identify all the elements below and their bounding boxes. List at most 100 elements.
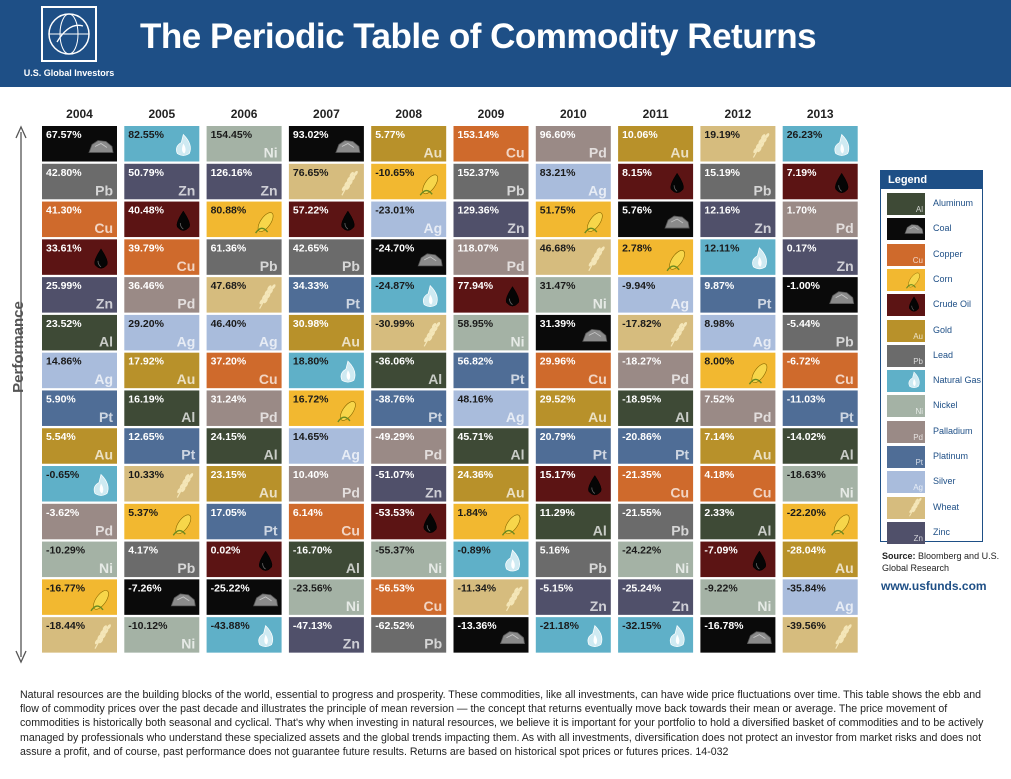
element-symbol: Pt xyxy=(593,447,607,463)
commodity-cell: 16.72% xyxy=(288,390,364,426)
corn-icon xyxy=(90,590,109,612)
commodity-cell: -62.52% Pb xyxy=(371,617,447,653)
commodity-cell-bg xyxy=(700,503,776,540)
commodity-cell-bg xyxy=(124,617,200,653)
source-label: Source: xyxy=(882,551,916,561)
return-value: -35.84% xyxy=(787,582,827,594)
commodity-cell: 29.96% Cu xyxy=(535,352,611,389)
return-value: 31.39% xyxy=(540,318,576,330)
corn-icon xyxy=(748,363,768,385)
return-value: -38.76% xyxy=(375,393,415,405)
commodity-cell: -56.53% Cu xyxy=(371,579,447,615)
commodity-cell: 51.75% xyxy=(535,201,611,238)
element-symbol: Ni xyxy=(428,560,442,576)
element-symbol: Pt xyxy=(181,447,195,463)
return-value: -22.20% xyxy=(787,507,827,519)
return-value: 46.40% xyxy=(211,318,247,330)
return-value: 46.68% xyxy=(540,242,576,254)
return-value: 47.68% xyxy=(211,280,247,292)
page-title: The Periodic Table of Commodity Returns xyxy=(140,17,817,56)
commodity-cell: -22.20% xyxy=(782,503,858,540)
commodity-cell: 5.54% Au xyxy=(42,428,117,464)
legend-label: Gold xyxy=(933,324,953,335)
commodity-cell: -7.09% xyxy=(700,541,776,578)
return-value: -21.35% xyxy=(622,469,662,481)
oil-drop-icon xyxy=(588,475,602,496)
commodity-cell: 5.16% Pb xyxy=(535,541,611,578)
wheat-icon xyxy=(835,624,852,649)
return-value: -10.12% xyxy=(128,620,168,632)
commodity-cell: -21.55% Pb xyxy=(618,503,694,540)
commodity-cell: 118.07% Pd xyxy=(453,239,529,275)
return-value: -6.72% xyxy=(787,356,821,368)
flame-icon xyxy=(176,133,191,156)
return-value: 4.17% xyxy=(128,545,158,557)
commodity-cell: 23.15% Au xyxy=(206,466,282,502)
return-value: 76.65% xyxy=(293,167,329,179)
legend-label: Lead xyxy=(933,349,954,360)
commodity-cell: 61.36% Pb xyxy=(206,239,282,275)
return-value: -11.34% xyxy=(458,582,497,594)
commodity-cell: -25.24% Zn xyxy=(618,579,694,615)
element-symbol: Ag xyxy=(177,333,196,349)
return-value: 129.36% xyxy=(458,205,500,217)
commodity-cell: -21.35% Cu xyxy=(618,466,694,502)
return-value: 2.78% xyxy=(622,242,652,254)
return-value: -5.44% xyxy=(787,318,821,330)
return-value: 10.40% xyxy=(293,469,329,481)
commodity-cell: 30.98% Au xyxy=(288,314,364,351)
wheat-icon xyxy=(588,246,605,272)
company-logo: U.S. Global Investors xyxy=(14,6,124,82)
coal-rock-icon xyxy=(170,593,196,607)
return-value: -17.82% xyxy=(622,318,662,330)
return-value: 10.06% xyxy=(622,129,658,141)
commodity-cell: 39.79% Cu xyxy=(124,239,200,275)
return-value: -53.53% xyxy=(375,507,415,519)
element-symbol: Zn xyxy=(178,182,195,198)
element-symbol: Pd xyxy=(671,371,689,387)
return-value: 24.36% xyxy=(458,469,494,481)
element-symbol: Au xyxy=(588,409,607,425)
commodity-cell: 8.00% xyxy=(700,352,776,389)
return-value: -47.13% xyxy=(293,620,333,632)
commodity-cell: 31.39% xyxy=(535,314,611,351)
return-value: 31.47% xyxy=(540,280,576,292)
element-symbol: Pd xyxy=(260,409,278,425)
commodity-cell: -25.22% xyxy=(206,579,282,615)
commodity-cell: 126.16% Zn xyxy=(206,163,282,200)
commodity-cell-bg xyxy=(42,390,117,426)
return-value: -25.22% xyxy=(211,582,251,594)
commodity-cell-bg xyxy=(782,541,858,578)
commodity-cell-bg xyxy=(535,541,611,578)
element-symbol: Au xyxy=(753,447,772,463)
element-symbol: Pb xyxy=(95,182,113,198)
legend-symbol: Al xyxy=(915,205,923,214)
return-value: 118.07% xyxy=(458,242,500,254)
commodity-cell: -0.89% xyxy=(453,541,529,578)
flame-icon xyxy=(340,360,356,383)
return-value: 5.37% xyxy=(128,507,158,519)
commodity-cell-bg xyxy=(535,126,611,162)
return-value: -24.70% xyxy=(375,242,415,254)
return-value: 42.65% xyxy=(293,242,329,254)
wheat-icon xyxy=(176,473,194,498)
commodity-cell-bg xyxy=(206,503,282,540)
return-value: 152.37% xyxy=(458,167,500,179)
wheat-icon xyxy=(423,321,441,347)
return-value: -24.87% xyxy=(375,280,415,292)
return-value: 154.45% xyxy=(211,129,253,141)
commodity-cell: -51.07% Zn xyxy=(371,466,447,502)
commodity-cell-bg xyxy=(700,201,776,238)
return-value: 96.60% xyxy=(540,129,576,141)
return-value: 51.75% xyxy=(540,205,576,217)
return-value: 5.77% xyxy=(375,129,405,141)
commodity-cell: 7.19% xyxy=(782,163,858,200)
website-link[interactable]: www.usfunds.com xyxy=(881,579,987,593)
return-value: 83.21% xyxy=(540,167,576,179)
commodity-cell: 77.94% xyxy=(453,277,529,313)
return-value: -16.70% xyxy=(293,545,333,557)
legend-item: Pb Lead xyxy=(887,344,982,369)
element-symbol: Al xyxy=(757,522,771,538)
element-symbol: Pd xyxy=(589,145,607,161)
element-symbol: Cu xyxy=(424,598,443,614)
